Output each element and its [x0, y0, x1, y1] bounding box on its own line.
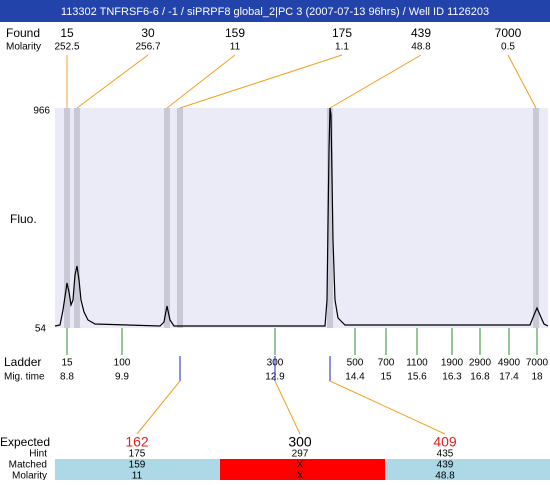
peak-band: [327, 108, 333, 328]
expected-link: [274, 380, 301, 435]
ladder-time: 18: [531, 372, 543, 383]
ladder-time: 17.4: [499, 372, 519, 383]
found-size: 175: [332, 26, 352, 40]
hint-value: 175: [129, 449, 146, 460]
y-min: 54: [35, 324, 47, 335]
peak-link: [179, 54, 343, 109]
peak-link: [329, 54, 422, 109]
matched-bg: [220, 459, 385, 480]
ladder-size: 7000: [526, 358, 549, 369]
ladder-size: 100: [114, 358, 131, 369]
mig-time-label: Mig. time: [4, 372, 45, 383]
ladder-time: 14.4: [345, 372, 365, 383]
matched-bg: [385, 459, 550, 480]
ladder-size: 500: [347, 358, 364, 369]
peak-band: [177, 108, 183, 328]
ladder-size: 1100: [406, 358, 428, 369]
expected-size: 162: [125, 434, 149, 450]
ladder-size: 4900: [498, 358, 521, 369]
ladder-size: 2900: [469, 358, 492, 369]
matched-value: 439: [437, 460, 454, 471]
matched-value: X: [297, 460, 304, 471]
title: 113302 TNFRSF6-6 / -1 / siPRPF8 global_2…: [61, 6, 489, 18]
ladder-time: 9.9: [115, 372, 129, 383]
ladder-time: 15: [380, 372, 392, 383]
hint-label: Hint: [29, 449, 47, 460]
hint-value: 435: [437, 449, 454, 460]
ladder-size: 1900: [441, 358, 464, 369]
molarity-value: 48.8: [435, 471, 455, 480]
peak-band: [74, 108, 80, 328]
peak-link: [76, 54, 149, 109]
ladder-size: 700: [378, 358, 395, 369]
molarity-value: X: [297, 471, 304, 480]
found-molarity: 0.5: [501, 42, 515, 53]
hint-value: 297: [292, 449, 309, 460]
matched-label: Matched: [9, 460, 47, 471]
ladder-time: 15.6: [407, 372, 427, 383]
y-label: Fluo.: [10, 212, 37, 226]
found-molarity-label: Molarity: [6, 42, 41, 53]
trace: [54, 107, 549, 327]
matched-value: 159: [129, 460, 146, 471]
found-size: 30: [141, 26, 155, 40]
found-molarity: 256.7: [135, 42, 160, 53]
title-bar: [0, 0, 550, 22]
found-size: 15: [60, 26, 74, 40]
molarity-label: Molarity: [12, 471, 47, 480]
matched-bg: [55, 459, 220, 480]
ladder-size: 15: [61, 358, 73, 369]
plot-area: [55, 108, 548, 328]
expected-size: 300: [288, 434, 312, 450]
found-molarity: 1.1: [335, 42, 349, 53]
ladder-time: 8.8: [60, 372, 74, 383]
found-molarity: 48.8: [411, 42, 431, 53]
found-size: 439: [411, 26, 431, 40]
expected-link: [329, 380, 446, 435]
found-molarity: 252.5: [54, 42, 79, 53]
y-max: 966: [33, 106, 50, 117]
peak-band: [64, 108, 70, 328]
found-molarity: 11: [230, 42, 241, 53]
found-label: Found: [6, 26, 40, 40]
peak-link: [166, 54, 236, 109]
found-size: 159: [225, 26, 245, 40]
expected-size: 409: [433, 434, 457, 450]
expected-label: Expected: [0, 435, 50, 449]
ladder-label: Ladder: [4, 355, 41, 369]
molarity-value: 11: [132, 471, 143, 480]
peak-band: [164, 108, 170, 328]
expected-link: [136, 380, 181, 435]
ladder-time: 16.8: [470, 372, 490, 383]
peak-link: [507, 54, 537, 109]
peak-band: [533, 108, 539, 328]
found-size: 7000: [495, 26, 522, 40]
ladder-time: 16.3: [442, 372, 462, 383]
